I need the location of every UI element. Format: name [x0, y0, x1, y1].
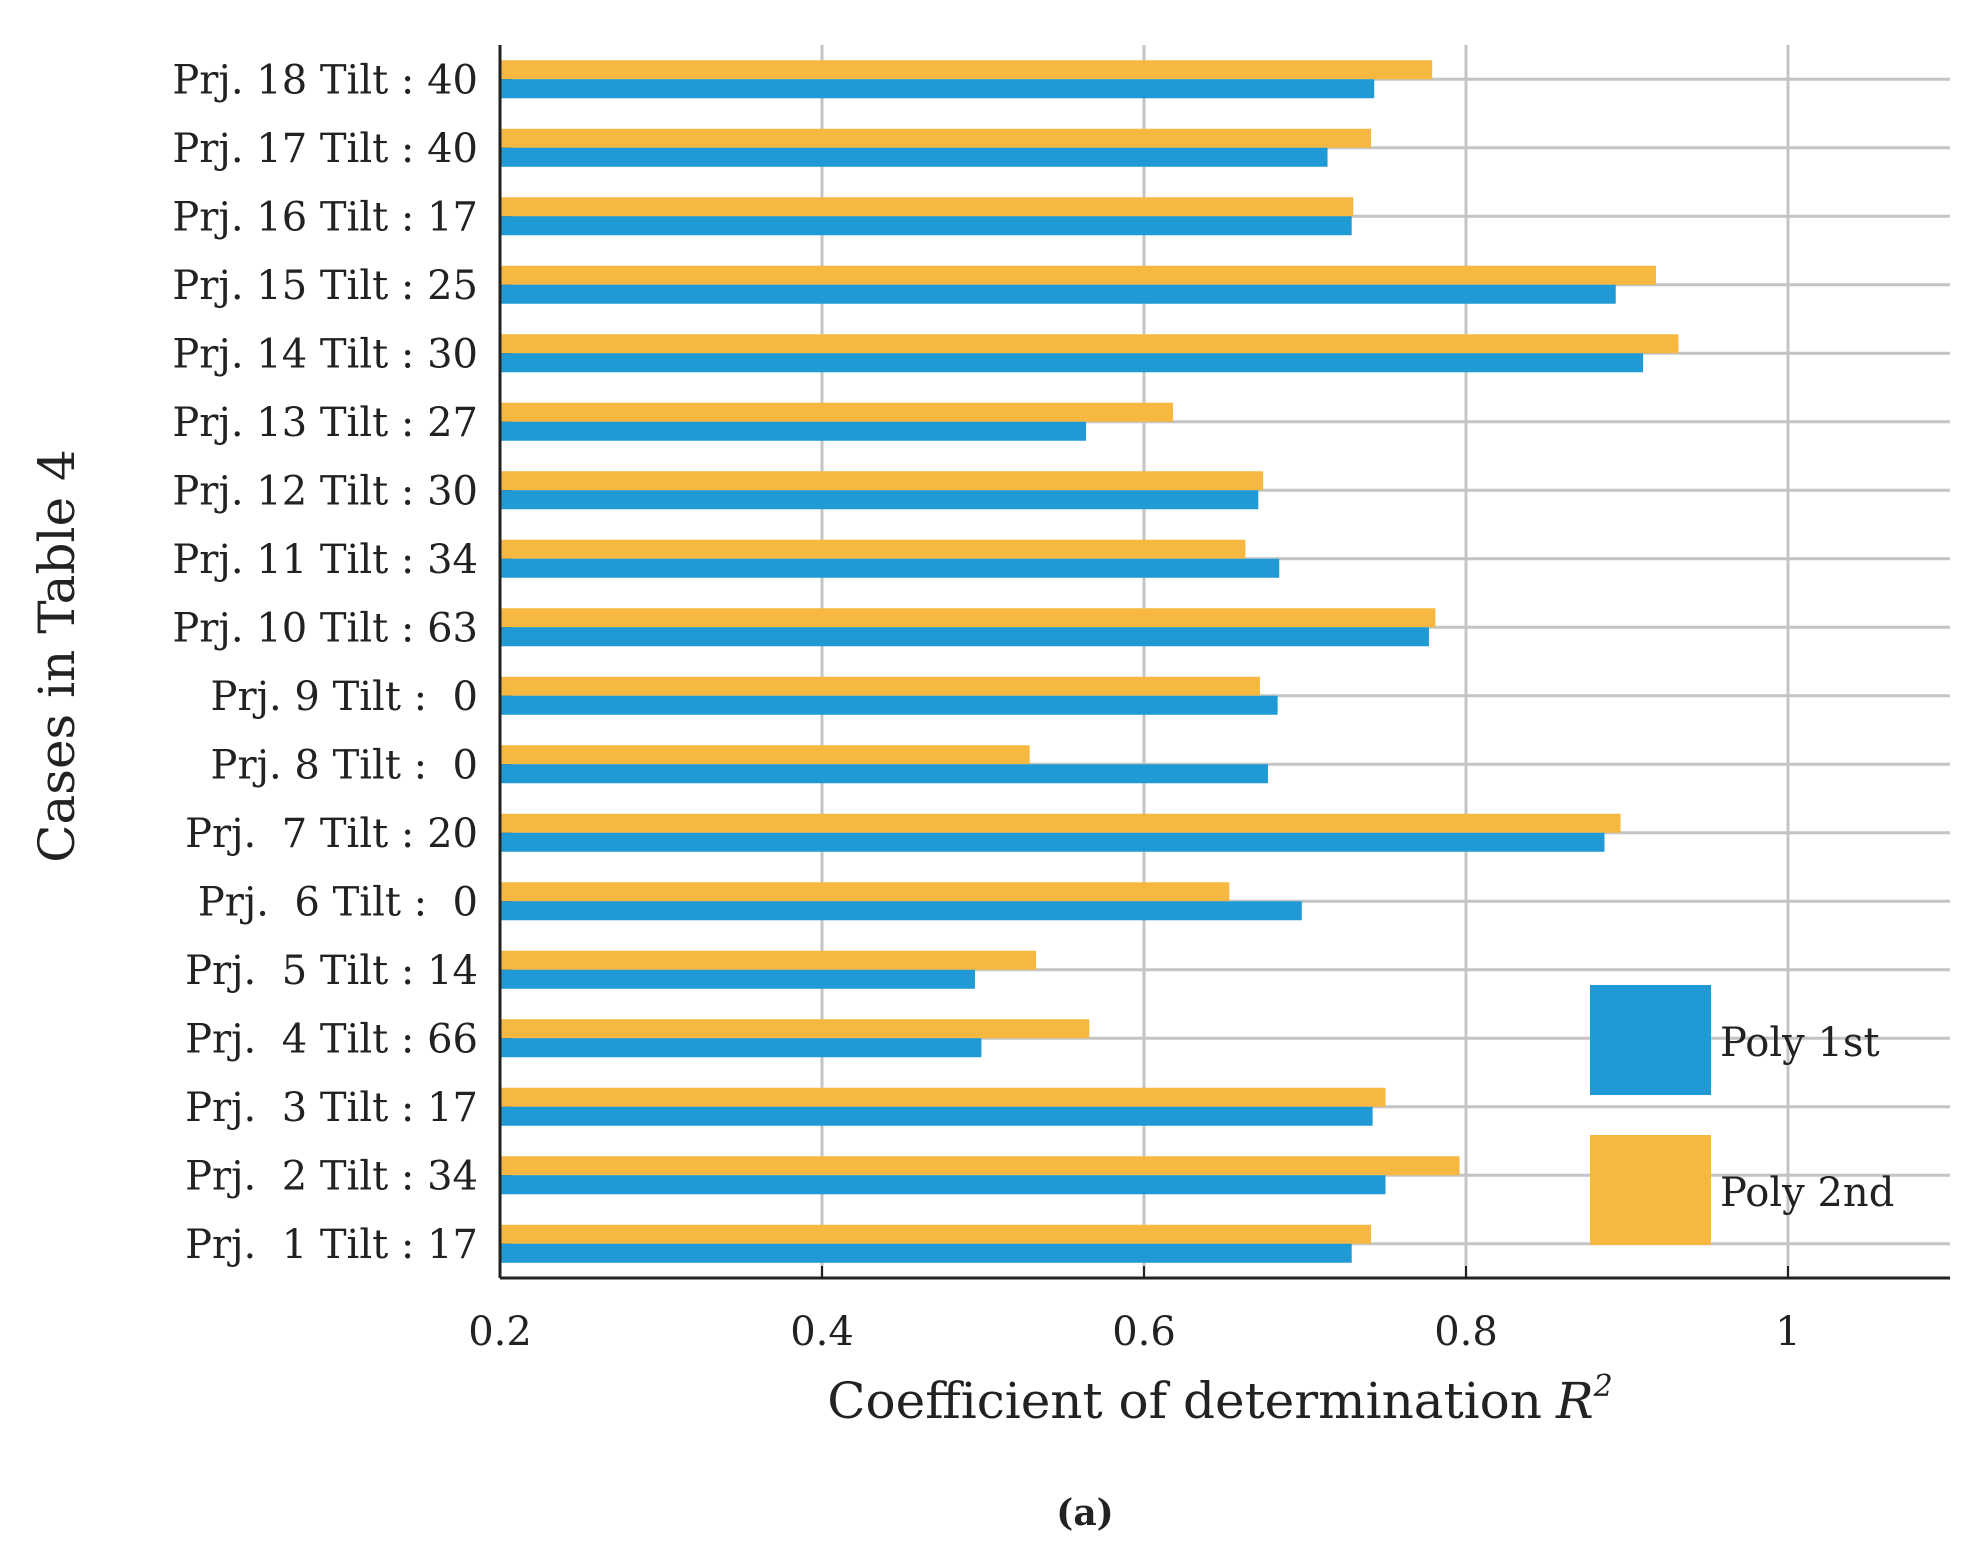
y-tick-label: Prj. 13 Tilt : 27: [172, 400, 478, 446]
x-tick-label: 0.8: [1434, 1309, 1498, 1355]
x-axis-title: Coefficient of determination R2: [827, 1369, 1612, 1430]
bar-poly-2nd-prj-9-tilt-0: [500, 676, 1260, 696]
bar-poly-2nd-prj-7-tilt-20: [500, 813, 1621, 833]
bar-poly-2nd-prj-17-tilt-40: [500, 128, 1372, 148]
bar-poly-2nd-prj-2-tilt-34: [500, 1156, 1460, 1176]
bar-poly-2nd-prj-15-tilt-25: [500, 265, 1656, 285]
y-tick-label: Prj. 14 Tilt : 30: [172, 331, 478, 377]
bar-poly-2nd-prj-13-tilt-27: [500, 402, 1173, 422]
bar-poly-1st-prj-2-tilt-34: [500, 1175, 1386, 1195]
bar-poly-1st-prj-14-tilt-30: [500, 353, 1644, 373]
bar-poly-1st-prj-1-tilt-17: [500, 1243, 1352, 1263]
y-tick-label: Prj. 15 Tilt : 25: [172, 263, 478, 309]
bar-poly-2nd-prj-8-tilt-0: [500, 745, 1030, 765]
bar-poly-1st-prj-10-tilt-63: [500, 627, 1429, 647]
bar-poly-2nd-prj-6-tilt-0: [500, 882, 1230, 902]
bar-poly-2nd-prj-16-tilt-17: [500, 197, 1354, 217]
y-tick-label: Prj. 12 Tilt : 30: [172, 468, 478, 514]
y-axis-title: Cases in Table 4: [28, 449, 86, 863]
bar-poly-1st-prj-16-tilt-17: [500, 216, 1352, 236]
y-tick-label: Prj. 18 Tilt : 40: [172, 57, 478, 103]
bars: [500, 60, 1679, 1263]
y-tick-label: Prj. 4 Tilt : 66: [185, 1016, 478, 1062]
bar-poly-2nd-prj-5-tilt-14: [500, 950, 1037, 970]
bar-poly-1st-prj-11-tilt-34: [500, 558, 1280, 578]
bar-poly-2nd-prj-3-tilt-17: [500, 1087, 1386, 1107]
legend: Poly 1st Poly 2nd: [1590, 985, 1894, 1245]
y-tick-label: Prj. 11 Tilt : 34: [172, 537, 478, 583]
bar-poly-1st-prj-6-tilt-0: [500, 901, 1302, 921]
bar-poly-1st-prj-3-tilt-17: [500, 1106, 1373, 1126]
legend-label-poly-2nd: Poly 2nd: [1720, 1170, 1894, 1216]
y-tick-label: Prj. 16 Tilt : 17: [172, 194, 478, 240]
bar-poly-1st-prj-9-tilt-0: [500, 695, 1278, 715]
x-tick-label: 0.4: [790, 1309, 854, 1355]
bar-poly-2nd-prj-4-tilt-66: [500, 1019, 1090, 1039]
y-tick-label: Prj. 17 Tilt : 40: [172, 126, 478, 172]
y-tick-label: Prj. 10 Tilt : 63: [172, 605, 478, 651]
bar-poly-1st-prj-7-tilt-20: [500, 832, 1605, 852]
x-axis-title-symbol: R: [1555, 1372, 1594, 1430]
bar-poly-1st-prj-13-tilt-27: [500, 421, 1087, 441]
y-tick-labels: Prj. 18 Tilt : 40 Prj. 17 Tilt : 40 Prj. 1…: [172, 57, 478, 1268]
y-tick-label: Prj. 7 Tilt : 20: [185, 811, 478, 857]
y-tick-label: Prj. 8 Tilt : 0: [211, 742, 478, 788]
bar-poly-2nd-prj-14-tilt-30: [500, 334, 1679, 354]
bar-poly-2nd-prj-11-tilt-34: [500, 539, 1246, 559]
bar-poly-1st-prj-18-tilt-40: [500, 79, 1375, 99]
bar-poly-1st-prj-8-tilt-0: [500, 764, 1268, 784]
legend-swatch-poly-2nd: [1590, 1135, 1711, 1245]
axes: [498, 45, 1950, 1280]
legend-label-poly-1st: Poly 1st: [1720, 1020, 1880, 1066]
x-axis-title-text: Coefficient of determination: [827, 1372, 1542, 1430]
bar-poly-1st-prj-12-tilt-30: [500, 490, 1259, 510]
bar-poly-1st-prj-4-tilt-66: [500, 1038, 982, 1058]
figure-caption: (a): [1056, 1492, 1113, 1534]
y-tick-label: Prj. 3 Tilt : 17: [185, 1085, 478, 1131]
y-tick-label: Prj. 5 Tilt : 14: [185, 948, 478, 994]
x-axis-title-superscript: 2: [1593, 1369, 1613, 1404]
y-tick-label: Prj. 9 Tilt : 0: [211, 674, 478, 720]
x-tick-label: 1: [1775, 1309, 1800, 1355]
x-tick-labels: 0.2 0.4 0.6 0.8 1: [468, 1309, 1801, 1355]
y-tick-label: Prj. 6 Tilt : 0: [198, 879, 478, 925]
bar-poly-2nd-prj-10-tilt-63: [500, 608, 1436, 628]
y-tick-label: Prj. 2 Tilt : 34: [185, 1153, 478, 1199]
bar-poly-1st-prj-17-tilt-40: [500, 147, 1328, 167]
y-tick-label: Prj. 1 Tilt : 17: [185, 1222, 478, 1268]
legend-swatch-poly-1st: [1590, 985, 1711, 1095]
bar-poly-2nd-prj-12-tilt-30: [500, 471, 1264, 491]
x-tick-label: 0.2: [468, 1309, 532, 1355]
bar-poly-2nd-prj-18-tilt-40: [500, 60, 1433, 80]
x-tick-label: 0.6: [1112, 1309, 1176, 1355]
bar-poly-1st-prj-15-tilt-25: [500, 284, 1616, 304]
bar-poly-2nd-prj-1-tilt-17: [500, 1224, 1372, 1244]
bar-poly-1st-prj-5-tilt-14: [500, 969, 975, 989]
